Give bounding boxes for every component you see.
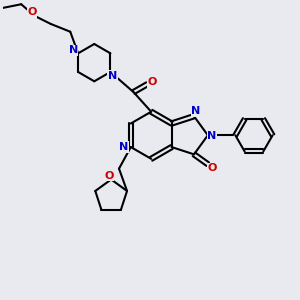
Text: N: N xyxy=(119,142,128,152)
Text: N: N xyxy=(69,45,78,56)
Text: O: O xyxy=(104,170,114,181)
Text: N: N xyxy=(191,106,201,116)
Text: N: N xyxy=(207,131,216,141)
Text: O: O xyxy=(27,7,37,17)
Text: O: O xyxy=(148,77,157,87)
Text: O: O xyxy=(208,163,217,173)
Text: N: N xyxy=(108,71,117,81)
